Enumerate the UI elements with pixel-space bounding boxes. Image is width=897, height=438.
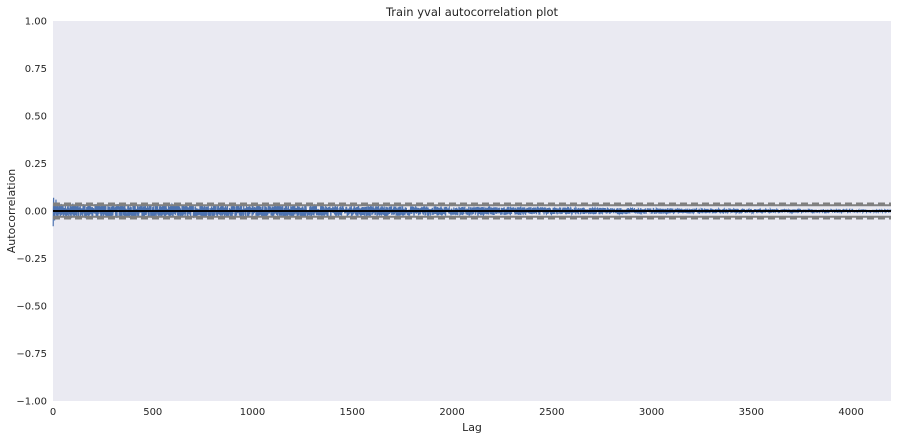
x-tick-label: 2500 [539,407,564,418]
x-axis-ticks: 0 500 1000 1500 2000 2500 3000 3500 4000 [50,407,864,418]
x-axis-label: Lag [462,421,482,434]
y-tick-label: 0.00 [25,207,47,218]
y-tick-label: −1.00 [16,397,47,408]
y-tick-label: 1.00 [25,17,47,28]
y-axis-ticks: −1.00 −0.75 −0.50 −0.25 0.00 0.25 0.50 0.75 1.00 [16,17,47,408]
y-tick-label: 0.75 [25,64,47,75]
y-tick-label: 0.50 [25,112,47,123]
x-tick-label: 3000 [639,407,664,418]
x-tick-label: 1000 [240,407,265,418]
y-tick-label: −0.50 [16,302,47,313]
y-tick-label: −0.75 [16,349,47,360]
x-tick-label: 4000 [838,407,863,418]
x-tick-label: 1500 [340,407,365,418]
chart-title: Train yval autocorrelation plot [385,5,559,19]
x-tick-label: 3500 [739,407,764,418]
y-tick-label: 0.25 [25,159,47,170]
y-tick-label: −0.25 [16,254,47,265]
x-tick-label: 500 [143,407,162,418]
x-tick-label: 0 [50,407,56,418]
x-tick-label: 2000 [439,407,464,418]
y-axis-label: Autocorrelation [5,169,18,254]
